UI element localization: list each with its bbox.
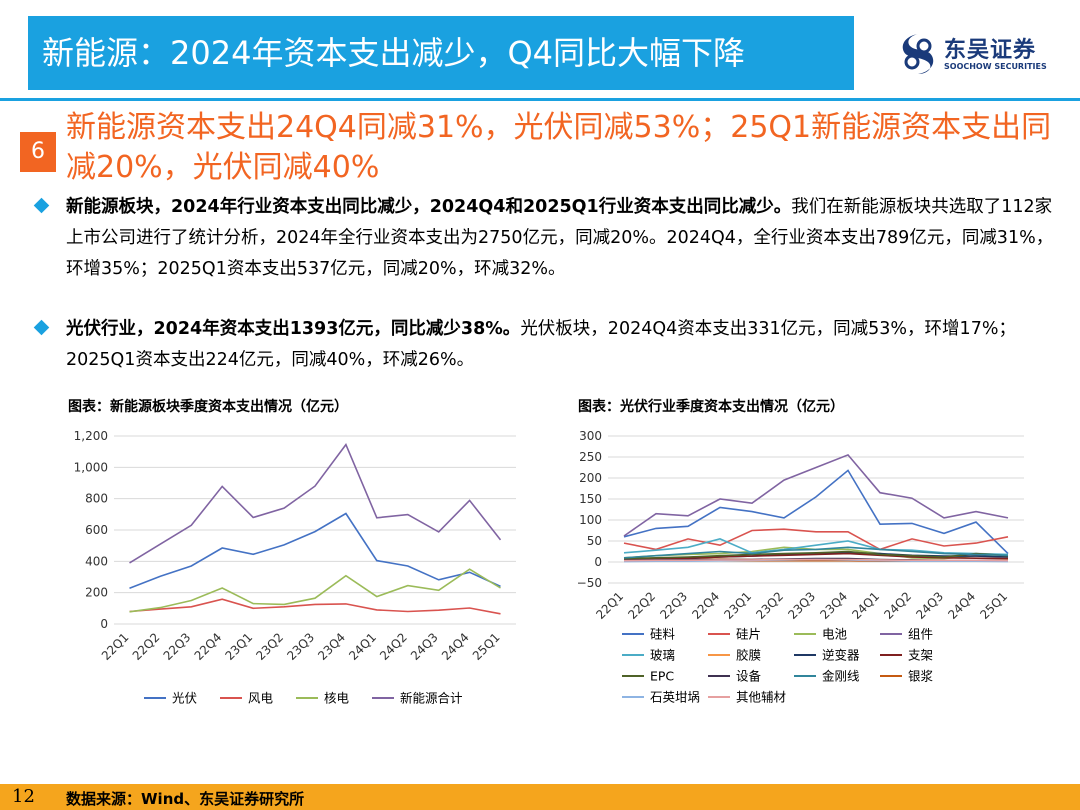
x-tick-label: 24Q3 [408, 630, 441, 663]
x-tick-label: 23Q3 [785, 589, 818, 622]
series-line-风电 [129, 598, 501, 615]
legend-label: 硅片 [736, 627, 761, 642]
x-tick-label: 23Q2 [253, 630, 286, 663]
y-tick-label: 600 [85, 523, 108, 537]
y-tick-label: 400 [85, 554, 108, 568]
legend-label: 电池 [822, 627, 848, 642]
legend-label: 胶膜 [736, 648, 761, 663]
x-tick-label: 24Q4 [945, 589, 978, 622]
x-tick-label: 24Q1 [849, 589, 882, 622]
bullet-1-text: 我们在新能源板块共选取了112家上市公司进行了统计分析，2024年全行业资本支出… [66, 197, 1054, 279]
legend-label: 新能源合计 [400, 691, 463, 706]
x-tick-label: 22Q4 [689, 589, 722, 622]
legend-label: 设备 [736, 669, 762, 684]
chart-new-energy-capex: 02004006008001,0001,20022Q122Q222Q322Q42… [74, 429, 516, 706]
x-tick-label: 23Q1 [222, 630, 255, 663]
legend-label: 光伏 [172, 691, 198, 706]
y-tick-label: 50 [587, 534, 602, 548]
logo-cn-text: 东吴证券 [944, 38, 1037, 63]
bullet-item-2: 光伏行业，2024年资本支出1393亿元，同比减少38%。光伏板块，2024Q4… [33, 314, 1056, 376]
legend-label: 逆变器 [822, 648, 860, 663]
page-title: 新能源：2024年资本支出减少，Q4同比大幅下降 [28, 16, 854, 90]
x-tick-label: 22Q1 [593, 589, 626, 622]
x-tick-label: 24Q2 [377, 630, 410, 663]
legend-label: 风电 [248, 691, 274, 706]
x-tick-label: 22Q2 [130, 630, 163, 663]
series-line-光伏 [129, 512, 501, 590]
page-number: 12 [12, 786, 35, 807]
y-tick-label: 150 [579, 492, 602, 506]
y-tick-label: 1,200 [74, 429, 108, 443]
logo-en-text: SOOCHOW SECURITIES [944, 62, 1047, 71]
y-tick-label: 0 [100, 617, 108, 631]
x-tick-label: 24Q4 [439, 630, 472, 663]
logo: 东吴证券 SOOCHOW SECURITIES [898, 30, 1068, 80]
y-tick-label: −50 [577, 576, 602, 590]
bullet-2-text: 光伏板块，2024Q4资本支出331亿元，同减53%，环增17%；2025Q1资… [66, 319, 1016, 370]
x-tick-label: 25Q1 [470, 630, 503, 663]
x-tick-label: 23Q3 [284, 630, 317, 663]
y-tick-label: 100 [579, 513, 602, 527]
legend-label: 石英坩埚 [650, 690, 700, 705]
footer-bar [0, 784, 1080, 810]
x-tick-label: 22Q3 [657, 589, 690, 622]
y-tick-label: 200 [579, 471, 602, 485]
chart-1-title: 图表：新能源板块季度资本支出情况（亿元） [68, 399, 348, 415]
x-tick-label: 25Q1 [977, 589, 1010, 622]
bullet-1-bold: 新能源板块，2024年行业资本支出同比减少，2024Q4和2025Q1行业资本支… [66, 197, 792, 217]
chart-2-title: 图表：光伏行业季度资本支出情况（亿元） [578, 399, 844, 415]
x-tick-label: 22Q1 [99, 630, 132, 663]
y-tick-label: 0 [594, 555, 602, 569]
y-tick-label: 800 [85, 492, 108, 506]
series-line-硅料 [623, 469, 1009, 555]
data-source: 数据来源：Wind、东吴证券研究所 [66, 790, 305, 808]
y-tick-label: 1,000 [74, 460, 108, 474]
legend-label: 核电 [324, 691, 350, 706]
x-tick-label: 22Q3 [161, 630, 194, 663]
header-divider [0, 98, 1080, 101]
legend-label: 金刚线 [822, 669, 860, 684]
series-line-金刚线 [623, 546, 1009, 559]
x-tick-label: 23Q2 [753, 589, 786, 622]
x-tick-label: 24Q1 [346, 630, 379, 663]
legend-label: 银浆 [908, 669, 934, 684]
x-tick-label: 24Q2 [881, 589, 914, 622]
x-tick-label: 23Q4 [315, 630, 348, 663]
series-line-其他辅材 [623, 558, 1009, 562]
legend-label: 组件 [908, 627, 933, 642]
y-tick-label: 200 [85, 586, 108, 600]
bullet-item-1: 新能源板块，2024年行业资本支出同比减少，2024Q4和2025Q1行业资本支… [33, 192, 1056, 285]
legend-label: 玻璃 [650, 648, 675, 663]
section-subtitle: 新能源资本支出24Q4同减31%，光伏同减53%；25Q1新能源资本支出同减20… [66, 110, 1052, 185]
section-number-badge: 6 [20, 132, 56, 172]
legend-label: 支架 [908, 648, 933, 663]
series-line-硅片 [623, 528, 1009, 551]
diamond-bullet-icon [33, 319, 50, 336]
x-tick-label: 23Q1 [721, 589, 754, 622]
x-tick-label: 23Q4 [817, 589, 850, 622]
series-line-新能源合计 [129, 443, 502, 564]
x-tick-label: 24Q3 [913, 589, 946, 622]
series-line-组件 [623, 453, 1009, 537]
diamond-bullet-icon [33, 197, 50, 214]
series-line-核电 [129, 568, 501, 613]
legend-label: 其他辅材 [736, 690, 786, 705]
series-line-EPC [623, 550, 1009, 560]
x-tick-label: 22Q2 [625, 589, 658, 622]
y-tick-label: 250 [579, 450, 602, 464]
x-tick-label: 22Q4 [192, 630, 225, 663]
legend-label: EPC [650, 669, 674, 684]
y-tick-label: 300 [579, 429, 602, 443]
bullet-2-bold: 光伏行业，2024年资本支出1393亿元，同比减少38%。 [66, 319, 521, 339]
legend-label: 硅料 [650, 627, 676, 642]
soochow-logo-icon [902, 34, 934, 74]
